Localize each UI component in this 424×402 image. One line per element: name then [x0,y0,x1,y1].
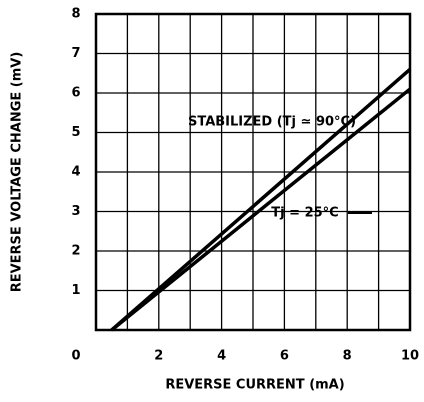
y-tick-label: 6 [71,86,80,101]
y-tick-label: 2 [71,244,80,259]
y-axis-label: REVERSE VOLTAGE CHANGE (mV) [10,52,25,293]
x-tick-label: 0 [71,349,80,364]
y-tick-label: 5 [71,125,80,140]
y-tick-label: 4 [71,165,80,180]
x-tick-label: 8 [343,349,352,364]
y-tick-label: 3 [71,204,80,219]
plot-frame [94,12,412,332]
x-tick-label: 4 [217,349,226,364]
x-tick-label: 10 [401,349,419,364]
data-line [110,87,412,332]
y-tick-label: 1 [71,283,80,298]
x-axis-label: REVERSE CURRENT (mA) [165,378,344,393]
series-label: Tj = 25°C [271,206,338,221]
x-tick-label: 2 [154,349,163,364]
y-tick-label: 8 [71,7,80,22]
series-label: STABILIZED (Tj ≃ 90°C) [188,115,356,130]
x-tick-label: 6 [280,349,289,364]
y-tick-label: 7 [71,46,80,61]
data-line [110,67,412,332]
